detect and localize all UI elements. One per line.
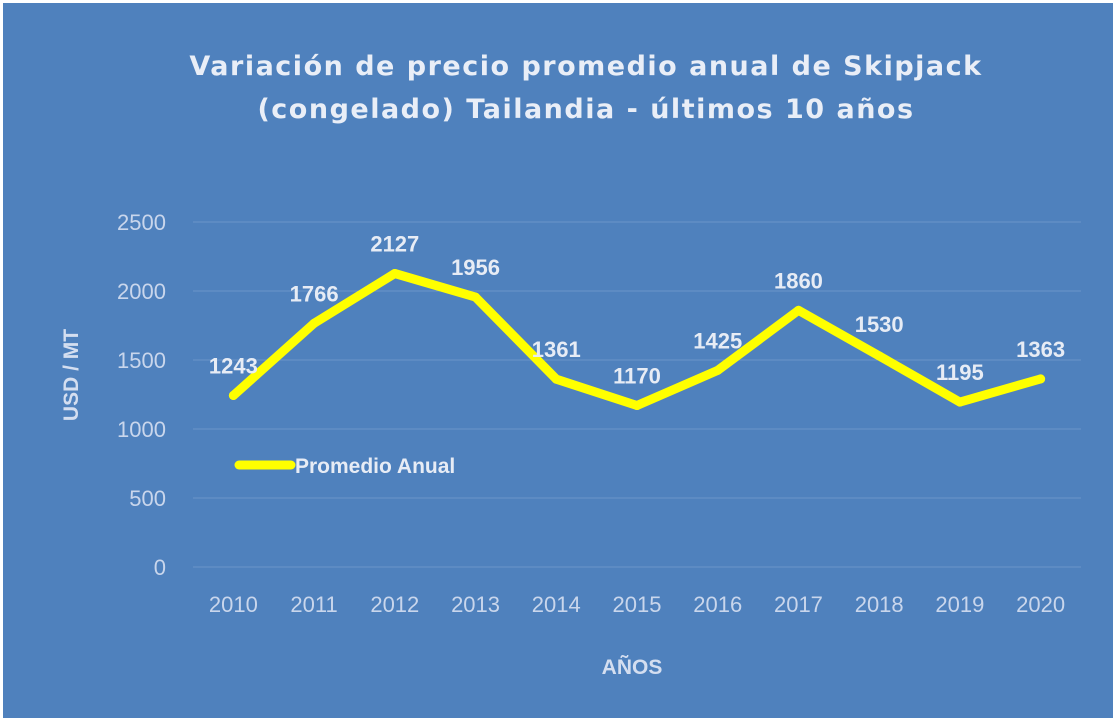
y-tick-label-1000: 1000 <box>117 417 166 442</box>
chart-title-line-2: (congelado) Tailandia - últimos 10 años <box>257 94 914 125</box>
x-tick-label-2013: 2013 <box>451 592 500 617</box>
y-tick-label-0: 0 <box>154 555 166 580</box>
series-lines <box>228 268 1046 411</box>
data-point-2011 <box>309 318 319 328</box>
x-axis-title: AÑOS <box>602 656 663 679</box>
x-tick-label-2019: 2019 <box>935 592 984 617</box>
data-point-2018 <box>874 351 884 361</box>
legend-label-promedio-anual: Promedio Anual <box>295 455 455 478</box>
x-tick-label-2017: 2017 <box>774 592 823 617</box>
x-tick-label-2020: 2020 <box>1016 592 1065 617</box>
data-label-2015: 1170 <box>613 364 661 389</box>
y-tick-label-1500: 1500 <box>117 348 166 373</box>
x-tick-label-2018: 2018 <box>855 592 904 617</box>
x-tick-label-2010: 2010 <box>209 592 258 617</box>
gridlines <box>193 221 1081 568</box>
x-tick-label-2014: 2014 <box>532 592 581 617</box>
y-tick-label-2000: 2000 <box>117 279 166 304</box>
x-tick-label-2011: 2011 <box>290 592 337 617</box>
data-label-2012: 2127 <box>370 231 419 256</box>
y-axis-title: USD / MT <box>60 329 83 421</box>
data-label-2010: 1243 <box>209 353 258 378</box>
data-label-2016: 1425 <box>693 328 742 353</box>
legend: Promedio Anual <box>234 455 455 478</box>
data-label-2018: 1530 <box>855 312 904 337</box>
y-tick-label-500: 500 <box>129 486 166 511</box>
data-point-2020 <box>1036 374 1046 384</box>
y-axis-ticks: 0 500 1000 1500 2000 2500 <box>117 210 166 580</box>
x-tick-label-2015: 2015 <box>613 592 662 617</box>
data-point-2016 <box>713 365 723 375</box>
data-point-2012 <box>390 268 400 278</box>
data-label-2014: 1361 <box>532 337 581 362</box>
chart-title-line-1: Variación de precio promedio anual de Sk… <box>189 51 982 82</box>
data-label-2019: 1195 <box>936 360 984 385</box>
data-labels: 1243 1766 2127 1956 1361 1170 1425 1860 1530 1195… <box>209 231 1065 388</box>
y-tick-label-2500: 2500 <box>117 210 166 235</box>
data-label-2017: 1860 <box>774 268 823 293</box>
x-tick-label-2012: 2012 <box>370 592 419 617</box>
data-point-2014 <box>551 374 561 384</box>
data-point-2010 <box>228 390 238 400</box>
data-point-2013 <box>471 292 481 302</box>
data-point-2019 <box>955 397 965 407</box>
data-label-2013: 1956 <box>451 255 500 280</box>
data-point-2015 <box>632 401 642 411</box>
data-point-2017 <box>793 305 803 315</box>
x-axis-ticks: 2010 2011 2012 2013 2014 2015 2016 2017 2018 2019… <box>209 592 1065 617</box>
data-label-2020: 1363 <box>1016 337 1065 362</box>
data-label-2011: 1766 <box>290 281 339 306</box>
x-tick-label-2016: 2016 <box>693 592 742 617</box>
